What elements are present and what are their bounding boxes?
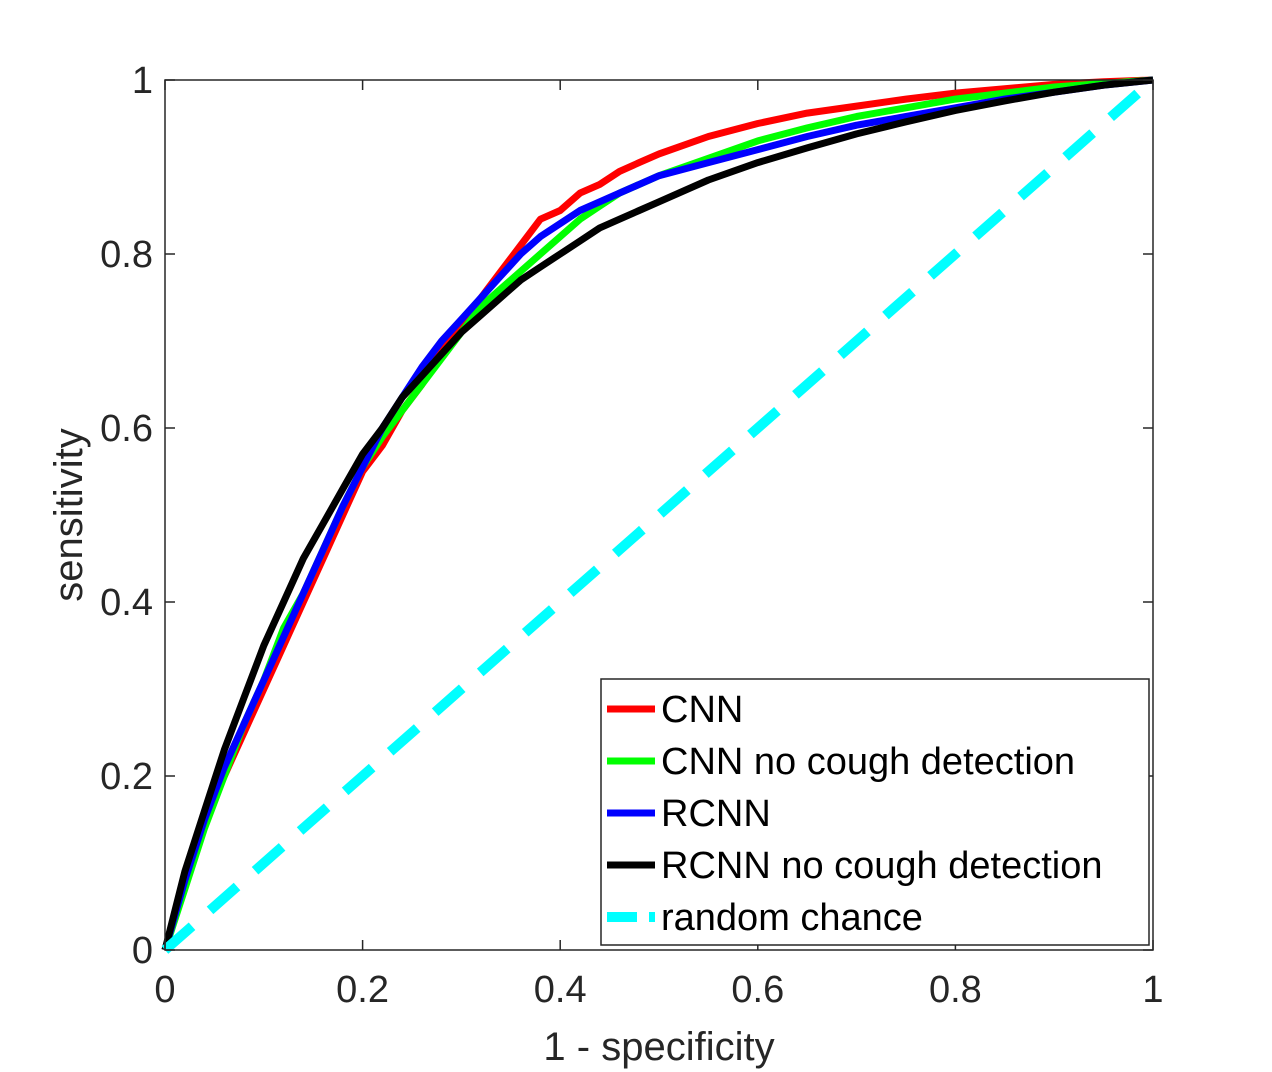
series-line-3 (161, 76, 1154, 951)
legend-label-4: random chance (661, 897, 923, 939)
legend-label-3: RCNN no cough detection (661, 845, 1102, 887)
y-tick-label: 0.6 (100, 408, 153, 450)
legend-label-1: CNN no cough detection (661, 741, 1075, 783)
x-tick-label: 0.6 (731, 969, 784, 1011)
plot-frame (164, 79, 1154, 951)
y-tick-label: 0.8 (100, 234, 153, 276)
y-tick-label: 0.2 (100, 756, 153, 798)
y-tick-label: 1 (132, 60, 153, 102)
x-axis-label: 1 - specificity (543, 1025, 774, 1069)
legend-label-2: RCNN (661, 793, 771, 835)
legend-label-0: CNN (661, 689, 743, 731)
x-tick-label: 1 (1142, 969, 1163, 1011)
legend: CNN CNN no cough detection RCNN RCNN no cou… (600, 678, 1150, 946)
series-line-0 (161, 76, 1154, 951)
series-layer (161, 76, 1157, 954)
series-line-2 (161, 76, 1154, 951)
legend-box (600, 678, 1150, 946)
x-tick-label: 0 (154, 969, 175, 1011)
x-tick-label: 0.8 (929, 969, 982, 1011)
series-line-4 (161, 76, 1157, 954)
y-tick-label: 0.4 (100, 582, 153, 624)
y-tick-label: 0 (132, 930, 153, 972)
x-tick-label: 0.2 (336, 969, 389, 1011)
x-tick-label: 0.4 (534, 969, 587, 1011)
y-axis-label: sensitivity (47, 428, 91, 601)
